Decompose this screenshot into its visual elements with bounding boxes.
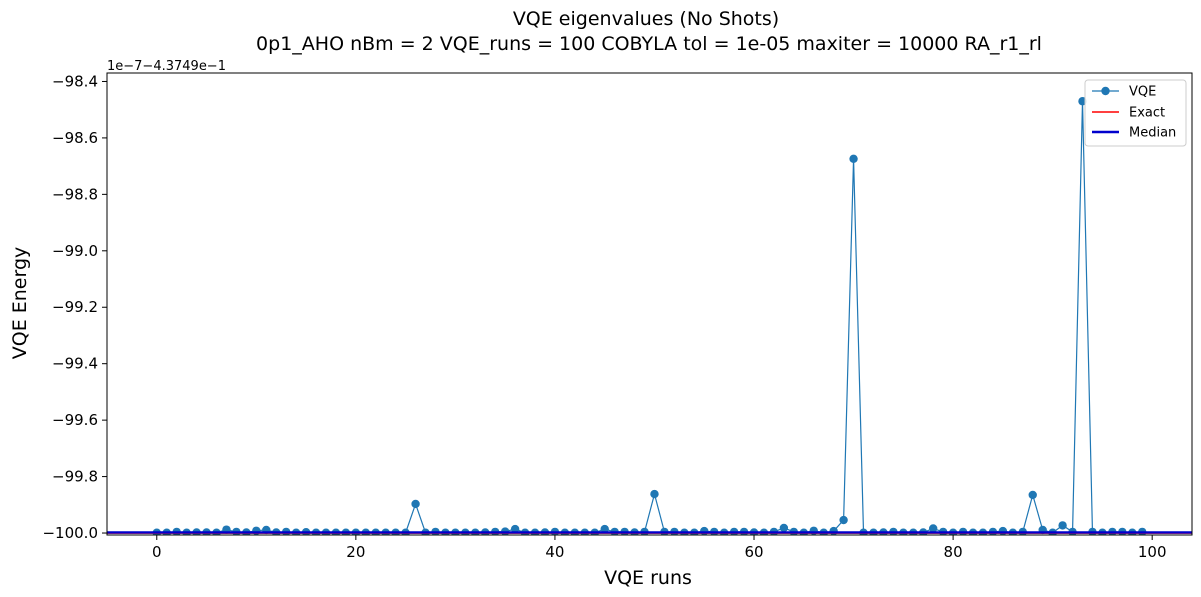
vqe-series-line	[156, 101, 1143, 534]
vqe-point	[411, 499, 420, 509]
vqe-point	[1058, 521, 1067, 530]
legend-marker-vqe	[1101, 86, 1110, 96]
vqe-point	[839, 515, 848, 525]
y-tick-label: −98.6	[52, 129, 98, 147]
y-tick-label: −100.0	[42, 524, 98, 542]
vqe-point	[510, 524, 520, 534]
y-tick-label: −99.2	[52, 298, 98, 316]
vqe-point	[600, 524, 609, 534]
x-tick-label: 100	[1138, 543, 1167, 561]
x-tick-label: 40	[545, 543, 564, 561]
vqe-point	[829, 526, 838, 535]
x-tick-label: 60	[744, 543, 763, 561]
vqe-point	[1028, 490, 1037, 500]
x-axis-label: VQE runs	[604, 567, 692, 589]
y-tick-label: −99.4	[52, 355, 98, 373]
chart-subtitle: 0p1_AHO nBm = 2 VQE_runs = 100 COBYLA to…	[256, 33, 1042, 55]
y-tick-label: −99.0	[52, 242, 98, 260]
legend-label-vqe: VQE	[1129, 85, 1156, 100]
vqe-point	[928, 524, 938, 533]
axes-frame	[106, 72, 1193, 536]
chart-title: VQE eigenvalues (No Shots)	[513, 8, 779, 30]
vqe-point	[779, 523, 789, 533]
vqe-point	[700, 526, 709, 535]
vqe-point	[650, 489, 659, 499]
axis-ticks: 0 20 40 60 80 100 −100.0 −99.8 −99.6 −99.4 −99.2 −9…	[42, 72, 1193, 561]
legend-label-exact: Exact	[1129, 106, 1165, 121]
y-tick-label: −99.8	[52, 468, 98, 486]
y-tick-label: −98.8	[52, 185, 98, 203]
legend-box	[1084, 79, 1187, 147]
legend-label-median: Median	[1129, 126, 1176, 141]
vqe-point	[849, 154, 858, 163]
y-tick-label: −98.4	[52, 72, 98, 90]
y-axis-label: VQE Energy	[9, 247, 31, 360]
y-tick-label: −99.6	[52, 411, 98, 429]
vqe-point	[998, 526, 1008, 535]
x-tick-label: 0	[152, 543, 162, 561]
legend: VQE Exact Median	[1084, 79, 1187, 147]
plot-area	[107, 97, 1192, 535]
x-tick-label: 20	[346, 543, 365, 561]
x-tick-label: 80	[944, 543, 963, 561]
y-offset-text: 1e−7−4.3749e−1	[107, 59, 226, 74]
